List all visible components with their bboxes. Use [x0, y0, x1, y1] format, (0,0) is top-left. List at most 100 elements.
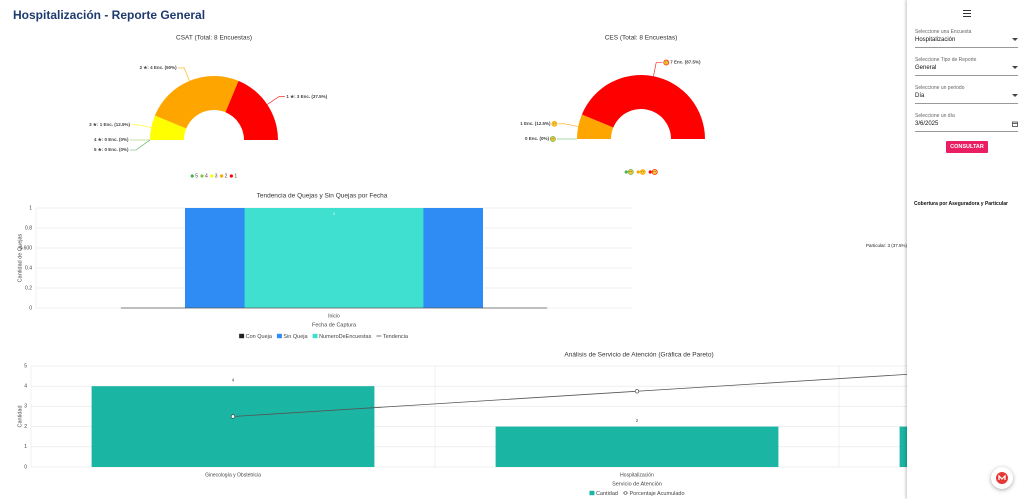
legend-label: Sin Queja	[283, 334, 308, 340]
data-label: 4	[232, 377, 235, 382]
legend-swatch	[276, 333, 282, 339]
dropdown-arrow	[1012, 94, 1018, 97]
leader-line	[178, 67, 190, 81]
face-icon	[627, 169, 634, 175]
face-eye	[665, 61, 666, 63]
date-input[interactable]: Seleccione un día 3/6/2025	[915, 113, 1018, 132]
legend-dot	[210, 174, 214, 178]
donut-slice	[577, 114, 614, 139]
field-value: 3/6/2025	[915, 121, 939, 127]
legend-label: Tendencia	[383, 334, 409, 340]
data-label: 3 ★: 1 Enc. (12.5%)	[89, 122, 130, 127]
legend-label: Porcentaje Acumulado	[629, 491, 684, 497]
y-tick-label: 4	[24, 384, 27, 390]
y-tick-label: 0.2	[25, 285, 32, 291]
dropdown-arrow	[1012, 66, 1018, 69]
legend: Con Queja Sin Queja NumeroDeEncuestas Tende…	[239, 334, 409, 340]
menu-icon[interactable]	[962, 9, 972, 18]
face-eye	[551, 138, 553, 139]
legend-label: 3	[215, 174, 218, 180]
x-tick-label: Inicio	[328, 313, 340, 319]
face-eye	[554, 122, 556, 124]
report-type-select[interactable]: Seleccione Tipo de Reporte General	[915, 57, 1018, 76]
face-eye	[553, 138, 555, 139]
legend-label: 2	[225, 174, 228, 180]
face-eye	[643, 171, 644, 172]
legend-label: 5	[195, 174, 198, 180]
face-eye	[653, 171, 655, 172]
donut-slice	[150, 115, 187, 140]
bar	[91, 386, 375, 467]
bar	[495, 426, 779, 467]
data-label: 1 Enc. (12.5%)	[520, 121, 551, 126]
legend-swatch	[312, 333, 318, 339]
donut-slice	[225, 80, 278, 140]
legend-label: 4	[205, 174, 208, 180]
field-value: Día	[915, 93, 925, 99]
chart-title: CES (Total: 8 Encuestas)	[605, 35, 678, 42]
cumulative-point	[230, 414, 236, 419]
data-label: Particular: 3 (37.5%)	[866, 243, 908, 248]
y-tick-label: 1	[24, 444, 27, 450]
face-icon	[663, 59, 670, 66]
legend-swatch	[239, 333, 245, 339]
leader-line	[130, 139, 151, 151]
y-tick-label: 1	[29, 205, 32, 211]
dropdown-arrow	[1012, 38, 1018, 41]
period-select[interactable]: Seleccione un periodo Día	[915, 85, 1018, 104]
legend-dot	[200, 174, 204, 178]
data-label: 0 Enc. (0%)	[525, 136, 550, 141]
legend-dot	[648, 170, 652, 174]
calendar-icon[interactable]	[1012, 121, 1018, 127]
face-eye	[666, 61, 668, 63]
y-tick-label: 0.4	[25, 265, 32, 271]
legend-label: 1	[234, 174, 237, 180]
data-label: 5 ★: 0 Enc. (0%)	[94, 147, 129, 152]
face-icon	[639, 169, 646, 175]
data-label: 2	[636, 418, 639, 423]
y-axis-label: Cantidad	[17, 405, 23, 427]
legend-dot	[636, 170, 640, 174]
y-tick-label: 0	[29, 305, 32, 311]
y-axis-label: Cantidad de Quejas	[17, 233, 23, 282]
legend-label: Con Queja	[246, 334, 273, 340]
field-label: Seleccione un día	[915, 113, 955, 119]
face-eye	[631, 171, 632, 172]
legend-dot	[624, 170, 628, 174]
field-value: Hospitalización	[915, 37, 956, 43]
y-tick-label: 0	[24, 464, 27, 470]
coverage-title: Cobertura por Aseguradora y Particular	[914, 201, 1009, 207]
y-tick-label: 2	[24, 424, 27, 430]
bar	[244, 208, 424, 308]
page-title: Hospitalización - Reporte General	[13, 8, 205, 22]
data-label: 4 ★: 0 Enc. (0%)	[94, 137, 129, 142]
data-label: 1	[333, 211, 336, 216]
consult-button[interactable]: CONSULTAR	[946, 141, 988, 153]
data-label: 1 ★: 3 Enc. (37.5%)	[286, 94, 327, 99]
chart-title: CSAT (Total: 8 Encuestas)	[176, 35, 252, 42]
legend: Cantidad Porcentaje Acumulado	[589, 491, 685, 497]
data-label: 2 ★: 4 Enc. (50%)	[140, 65, 178, 70]
face-eye	[629, 171, 631, 172]
survey-select[interactable]: Seleccione una Encuesta Hospitalización	[915, 29, 1018, 48]
x-axis-label: Fecha de Captura	[312, 322, 357, 328]
help-button[interactable]	[991, 467, 1013, 489]
y-tick-label: 0.8	[25, 225, 32, 231]
legend	[624, 169, 658, 175]
face-icon	[550, 136, 556, 142]
cumulative-point	[634, 389, 640, 394]
face-icon	[551, 120, 558, 127]
x-axis-label: Servicio de Atención	[612, 481, 662, 487]
leader-line	[653, 62, 663, 77]
legend-dot	[229, 174, 233, 178]
y-tick-label: 5	[24, 363, 27, 369]
x-tick-label: Hospitalización	[620, 472, 654, 478]
help-icon	[996, 472, 1008, 484]
legend-dot	[219, 174, 224, 178]
y-tick-label: 0.600	[19, 245, 32, 251]
x-tick-label: Ginecología y Obstetricia	[205, 472, 261, 478]
field-label: Seleccione un periodo	[915, 85, 965, 91]
